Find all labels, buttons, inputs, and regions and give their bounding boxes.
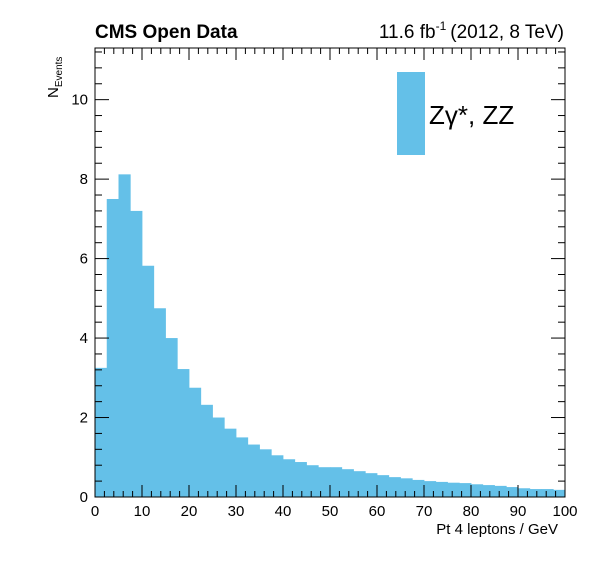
histogram-bar [306,465,319,497]
histogram-bar [365,473,378,497]
x-tick-label: 40 [275,503,292,520]
histogram-bar [118,174,131,497]
histogram-bar [494,485,507,497]
y-tick-label: 0 [80,489,88,506]
histogram-bar [424,481,437,497]
histogram-bar [330,467,343,497]
histogram-bar [353,471,366,497]
histogram-bar [177,369,190,497]
histogram-bar [224,428,237,497]
y-tick-label: 10 [71,92,88,109]
x-tick-label: 60 [369,503,386,520]
histogram-bar [318,467,331,497]
lumi-value: 11.6 fb [379,22,436,43]
y-axis-label: NEvents [45,57,65,98]
x-tick-label: 70 [416,503,433,520]
histogram-bar [447,482,460,497]
histogram-bar [142,265,155,497]
histogram-bar [377,475,390,497]
histogram-bar [471,484,484,497]
x-tick-label: 20 [181,503,198,520]
histogram-bar [247,444,260,497]
x-tick-label: 90 [510,503,527,520]
histogram-bar [165,338,178,497]
y-tick-label: 4 [80,330,88,347]
histogram-bar [236,437,249,497]
histogram-bar [412,479,425,497]
histogram-bar [95,367,108,497]
legend-label: Zγ*, ZZ [429,100,514,130]
histogram-bar [388,477,401,497]
histogram-bar [189,387,202,497]
histogram-bar [400,478,413,497]
x-tick-label: 100 [552,503,577,520]
histogram-bar [200,404,213,497]
histogram-bar [271,455,284,497]
x-axis: 0 10 20 30 40 50 60 70 80 90 100 [91,48,578,520]
histogram-bar [283,459,296,497]
x-tick-label: 0 [91,503,99,520]
histogram-bar [259,449,272,497]
x-tick-label: 30 [228,503,245,520]
histogram-bar [506,487,519,497]
x-tick-label: 80 [463,503,480,520]
y-axis-label-sub: Events [54,57,65,88]
histogram-bar [294,462,307,497]
y-axis: 0 2 4 6 8 10 [71,51,565,506]
y-axis-label-main: N [45,87,62,98]
histogram-bar [153,308,166,497]
histogram-bar [541,489,554,497]
histogram-bar [435,481,448,497]
histogram-bar [459,483,472,497]
histogram-bar [341,469,354,497]
x-axis-label: Pt 4 leptons / GeV [436,521,558,538]
histogram-bar [106,198,119,497]
histogram-bars [95,174,566,497]
legend-swatch [397,72,425,155]
histogram-bar [482,485,495,497]
x-tick-label: 10 [134,503,151,520]
y-tick-label: 6 [80,251,88,268]
histogram-bar [518,488,531,497]
y-tick-label: 8 [80,171,88,188]
histogram-bar [130,210,143,497]
histogram-bar [212,417,225,497]
y-tick-label: 2 [80,410,88,427]
luminosity-label: 11.6 fb-1 (2012, 8 TeV) [379,19,564,43]
histogram-bar [529,489,542,497]
histogram-bar [553,489,566,497]
run-info: (2012, 8 TeV) [450,22,564,43]
experiment-label: CMS Open Data [95,22,238,43]
lumi-exponent: -1 [436,19,447,33]
x-tick-label: 50 [322,503,339,520]
